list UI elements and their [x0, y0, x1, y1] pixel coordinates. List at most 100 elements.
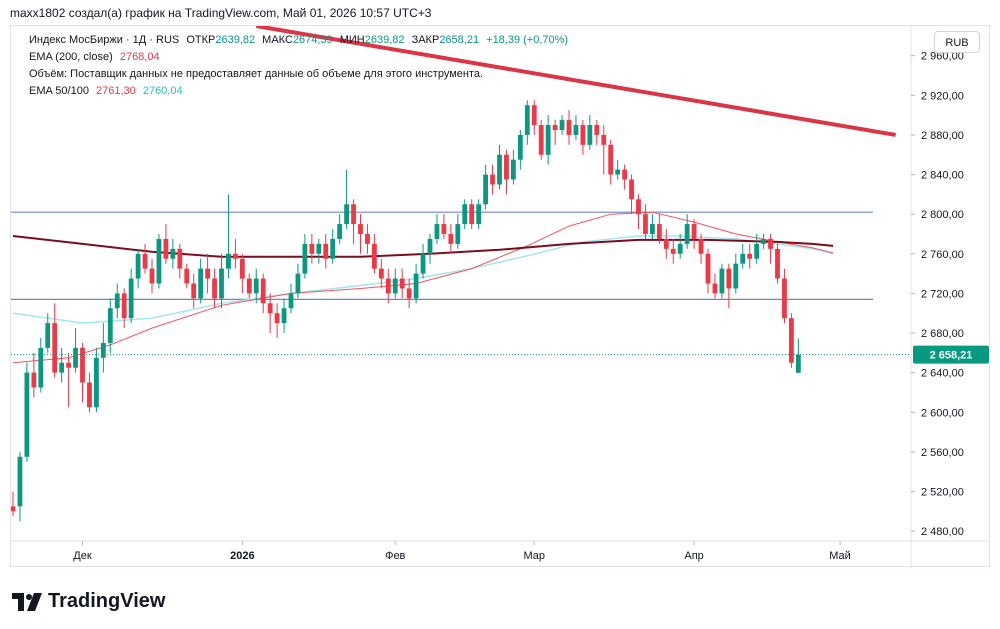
x-tick-label: 2026 — [230, 550, 254, 562]
candle — [170, 238, 176, 269]
candle — [302, 233, 308, 279]
tradingview-logo[interactable]: TradingView — [12, 590, 165, 613]
candle-body — [677, 243, 683, 254]
candle — [184, 263, 190, 289]
candle-body — [476, 204, 482, 225]
y-tick-label: 2 480,00 — [921, 526, 964, 538]
candle-body — [413, 273, 419, 299]
candle-body — [156, 238, 162, 284]
symbol-title[interactable]: Индекс МосБиржи · 1Д · RUS — [29, 34, 180, 46]
candle-body — [643, 214, 648, 234]
candle-body — [587, 125, 593, 145]
candle — [566, 110, 572, 145]
candle-body — [233, 253, 238, 259]
tradingview-logo-text: TradingView — [48, 590, 166, 612]
x-tick-label: Фев — [385, 550, 405, 562]
candle — [212, 268, 217, 309]
candle — [31, 352, 37, 398]
price-chart[interactable]: 2 480,00 2 520,00 2 560,00 2 600,00 2 640,00… — [11, 26, 991, 568]
candle-body — [149, 268, 155, 284]
y-tick-label: 2 600,00 — [921, 407, 964, 419]
candle — [24, 362, 30, 462]
candle-body — [260, 278, 266, 304]
candle-body — [504, 154, 509, 180]
candle-body — [31, 372, 37, 388]
candle-body — [399, 278, 405, 289]
candle — [580, 120, 586, 155]
y-tick-label: 2 800,00 — [921, 209, 964, 221]
candle — [629, 174, 634, 215]
candle — [663, 229, 669, 259]
candle — [149, 258, 155, 294]
last-price-badge — [913, 345, 989, 364]
x-tick-label: Апр — [684, 550, 703, 562]
candle-body — [87, 382, 92, 408]
candle — [483, 164, 488, 210]
candle-body — [622, 169, 627, 180]
candle-body — [358, 224, 363, 234]
candle-body — [177, 248, 183, 269]
candle — [94, 347, 99, 413]
candle-body — [511, 159, 516, 180]
x-tick-label: Дек — [73, 550, 92, 562]
candle — [288, 283, 294, 314]
y-tick-label: 2 840,00 — [921, 170, 964, 182]
candle — [677, 233, 683, 259]
currency-button[interactable]: RUB — [934, 31, 980, 53]
candle-body — [239, 258, 245, 279]
candle — [344, 169, 349, 230]
candle-body — [705, 253, 711, 284]
candle — [52, 303, 58, 378]
ema100-value: 2760,04 — [142, 85, 183, 97]
candle-body — [789, 318, 794, 363]
candle — [330, 229, 336, 264]
legend-ohlc-row: Индекс МосБиржи · 1Д · RUS ОТКР2639,82 М… — [29, 34, 568, 46]
candle — [385, 268, 391, 304]
candle — [622, 164, 627, 190]
candle-body — [448, 233, 454, 244]
candle — [524, 100, 530, 145]
candle-body — [608, 144, 614, 175]
candle-body — [184, 268, 190, 284]
y-tick-label: 2 720,00 — [921, 288, 964, 300]
candle-body — [462, 204, 468, 225]
candle — [761, 233, 766, 249]
legend-ema200-row[interactable]: EMA (200, close) 2768,04 — [29, 51, 160, 63]
candle-body — [80, 347, 85, 383]
candle — [191, 273, 197, 309]
candle-body — [205, 268, 210, 279]
candle — [365, 224, 370, 254]
candle-body — [559, 120, 565, 130]
candle-body — [66, 362, 71, 368]
change-value: +18,39 (+0,70%) — [486, 34, 569, 46]
candle-body — [107, 308, 113, 343]
candle — [73, 328, 78, 373]
candle — [163, 224, 169, 264]
candle — [378, 258, 384, 289]
candle-body — [212, 278, 217, 299]
candle-body — [670, 248, 676, 254]
candle — [246, 273, 252, 299]
candle-body — [316, 243, 322, 254]
candle-body — [330, 238, 336, 259]
candle-body — [198, 268, 204, 299]
y-tick-label: 2 960,00 — [921, 51, 964, 63]
x-tick-label: Мар — [523, 550, 545, 562]
candle — [309, 233, 315, 264]
candle-body — [253, 278, 259, 294]
ema200-label: EMA (200, close) — [29, 51, 113, 63]
candle-body — [17, 456, 23, 507]
candle — [587, 115, 593, 150]
candle-body — [684, 224, 690, 244]
candle-body — [650, 224, 655, 234]
candle — [740, 243, 746, 269]
legend-ema50100-row[interactable]: EMA 50/100 2761,30 2760,04 — [29, 85, 183, 97]
candle — [559, 115, 565, 135]
candle — [205, 253, 210, 294]
candle-body — [420, 253, 426, 274]
candle — [351, 199, 356, 244]
candle-body — [656, 224, 662, 239]
candle — [253, 268, 259, 304]
candle — [399, 268, 405, 299]
candle — [754, 233, 760, 264]
